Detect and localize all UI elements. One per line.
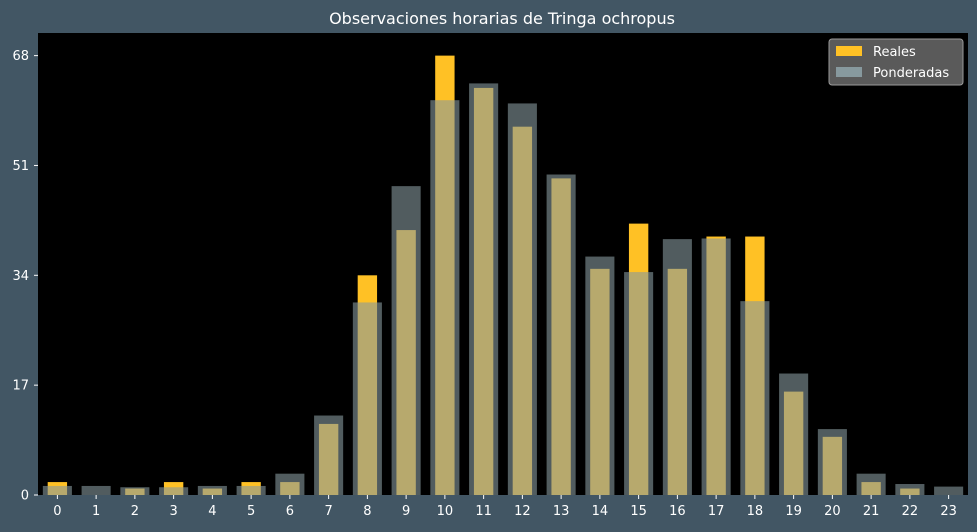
x-tick-label: 22 — [902, 504, 919, 519]
chart-title: Observaciones horarias de Tringa ochropu… — [329, 9, 675, 28]
bar-ponderadas-4 — [197, 485, 227, 495]
bar-ponderadas-13 — [546, 174, 576, 495]
bar-ponderadas-12 — [507, 103, 537, 495]
x-tick-label: 6 — [286, 504, 294, 519]
x-tick-label: 12 — [514, 504, 531, 519]
bar-ponderadas-6 — [275, 473, 305, 495]
bar-ponderadas-20 — [817, 429, 847, 495]
x-tick-label: 13 — [553, 504, 570, 519]
x-tick-label: 23 — [940, 504, 957, 519]
bars-layer — [42, 55, 964, 496]
x-tick-label: 5 — [247, 504, 255, 519]
bar-ponderadas-15 — [624, 272, 654, 495]
x-tick-label: 14 — [592, 504, 609, 519]
bar-ponderadas-9 — [391, 186, 421, 495]
bar-ponderadas-17 — [701, 238, 731, 495]
x-tick-label: 10 — [437, 504, 454, 519]
x-tick-label: 1 — [92, 504, 100, 519]
y-tick-label: 34 — [12, 269, 29, 284]
x-tick-label: 20 — [824, 504, 841, 519]
bar-ponderadas-1 — [81, 485, 111, 495]
bar-ponderadas-0 — [42, 485, 72, 495]
x-tick-label: 2 — [131, 504, 139, 519]
bar-ponderadas-11 — [469, 83, 499, 496]
x-tick-label: 11 — [475, 504, 492, 519]
bar-ponderadas-16 — [662, 239, 692, 495]
plot-area — [38, 33, 968, 495]
bar-ponderadas-23 — [934, 486, 964, 495]
x-tick-label: 9 — [402, 504, 410, 519]
x-tick-label: 16 — [669, 504, 686, 519]
y-tick-label: 0 — [21, 489, 29, 504]
x-tick-label: 0 — [53, 504, 61, 519]
bar-ponderadas-2 — [120, 487, 150, 495]
bar-ponderadas-22 — [895, 484, 925, 495]
legend-swatch-reales — [836, 46, 862, 56]
x-tick-label: 15 — [630, 504, 647, 519]
bar-ponderadas-7 — [314, 415, 344, 495]
legend-swatch-ponderadas — [836, 67, 862, 77]
legend: Reales Ponderadas — [828, 38, 964, 86]
bar-ponderadas-19 — [779, 373, 809, 495]
y-tick-label: 68 — [12, 49, 29, 64]
bar-ponderadas-18 — [740, 301, 770, 495]
x-tick-label: 21 — [863, 504, 880, 519]
x-tick-label: 8 — [363, 504, 371, 519]
y-tick-label: 51 — [12, 159, 29, 174]
legend-label-ponderadas: Ponderadas — [873, 66, 949, 81]
x-tick-label: 18 — [747, 504, 764, 519]
bar-ponderadas-21 — [856, 473, 886, 495]
y-tick-label: 17 — [12, 379, 29, 394]
x-tick-label: 19 — [785, 504, 802, 519]
bar-ponderadas-10 — [430, 100, 460, 495]
bar-ponderadas-8 — [352, 302, 382, 495]
x-tick-label: 7 — [324, 504, 332, 519]
x-tick-label: 3 — [169, 504, 177, 519]
bar-ponderadas-5 — [236, 485, 266, 495]
x-tick-label: 4 — [208, 504, 216, 519]
x-tick-label: 17 — [708, 504, 725, 519]
legend-box — [828, 38, 964, 86]
bar-ponderadas-3 — [159, 487, 189, 495]
axes: 0 1 2 3 4 5 6 7 8 9 10 11 12 13 14 15 16 17 18 19 20 21 22 2301… — [12, 49, 956, 519]
legend-label-reales: Reales — [873, 45, 916, 60]
bar-ponderadas-14 — [585, 256, 615, 495]
